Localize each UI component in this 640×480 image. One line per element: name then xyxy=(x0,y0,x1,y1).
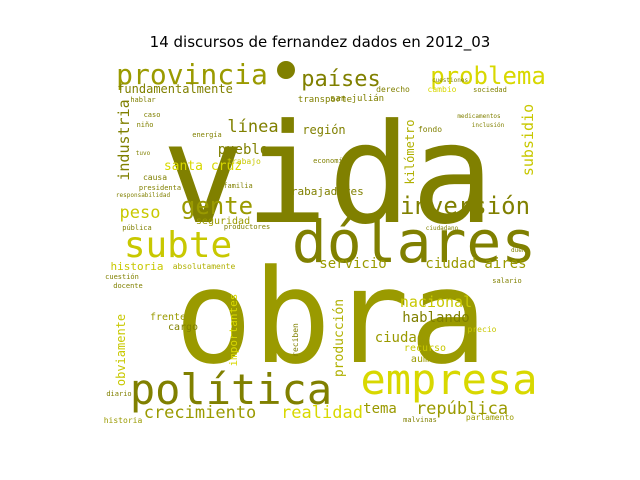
word-nacional: nacional xyxy=(400,293,472,311)
word-cambio: cambio xyxy=(428,85,457,94)
word-subsidio: subsidio xyxy=(519,104,537,176)
word-responsabilidad: responsabilidad xyxy=(116,192,171,199)
word-pueblo: pueblo xyxy=(218,142,269,158)
word-peso: peso xyxy=(120,203,161,223)
word-región: región xyxy=(302,123,345,137)
word-cuestión: cuestión xyxy=(105,273,139,281)
word-san-julián: san julián xyxy=(330,94,384,104)
word-niño: niño xyxy=(137,121,154,129)
word-diario: diario xyxy=(106,390,131,398)
word-productores: productores xyxy=(224,223,270,231)
word-frente: frente xyxy=(150,312,186,323)
word-salario: salario xyxy=(492,277,522,285)
word-problema: problema xyxy=(430,62,546,90)
word-empresa: empresa xyxy=(360,355,537,404)
word-recurso: recurso xyxy=(404,343,446,354)
word-dólares: dólares xyxy=(292,208,536,276)
word-fundamentalmente: fundamentalmente xyxy=(117,82,233,96)
word-transporte: transporte xyxy=(298,95,352,105)
word-política: política xyxy=(130,365,332,414)
word-caso: caso xyxy=(144,111,161,119)
word-reciben: reciben xyxy=(291,323,300,357)
word-cargo: cargo xyxy=(168,322,198,333)
word-derecho: derecho xyxy=(376,85,410,94)
word-kilómetro: kilómetro xyxy=(403,119,417,184)
word-producción: producción xyxy=(332,299,347,377)
word-república: república xyxy=(416,399,508,419)
word-fondo: fondo xyxy=(418,125,442,134)
word-obviamente: obviamente xyxy=(114,314,128,386)
word-presidenta: presidenta xyxy=(139,184,181,192)
word-cuestiones: cuestiones xyxy=(432,77,469,84)
word-trabajadores: trabajadores xyxy=(284,185,363,198)
word-inclusión: inclusión xyxy=(472,122,505,129)
word-hablar: hablar xyxy=(130,96,155,104)
word-economía: economía xyxy=(313,157,347,165)
word-energía: energía xyxy=(192,131,222,139)
word-parlamento: parlamento xyxy=(466,413,514,422)
word-pública: pública xyxy=(122,224,152,232)
word-precio: precio xyxy=(468,325,497,334)
decorative-dot xyxy=(277,61,295,79)
word-línea: línea xyxy=(227,117,278,137)
word-inversión: inversión xyxy=(400,192,530,220)
word-familia: familia xyxy=(223,182,253,190)
word-obra: obra xyxy=(174,241,487,393)
word-absolutamente: absolutamente xyxy=(173,262,236,271)
word-sociedad: sociedad xyxy=(473,86,507,94)
word-ciudad-aires: ciudad aires xyxy=(425,256,526,272)
chart-title: 14 discursos de fernandez dados en 2012_… xyxy=(149,33,491,51)
word-servicio: servicio xyxy=(319,256,386,272)
word-medicamentos: medicamentos xyxy=(457,113,501,120)
word-industria: industria xyxy=(115,99,133,180)
word-hablando: hablando xyxy=(402,310,469,326)
word-docente: docente xyxy=(113,282,143,290)
word-malvinas: malvinas xyxy=(403,416,437,424)
word-santa-cruz: santa cruz xyxy=(164,159,242,174)
word-seguridad: seguridad xyxy=(196,216,250,227)
word-realidad: realidad xyxy=(281,403,363,423)
word-crecimiento: crecimiento xyxy=(144,403,257,423)
word-historia: historia xyxy=(111,260,164,273)
word-provincia: provincia xyxy=(116,58,268,91)
word-países: países xyxy=(301,67,380,92)
word-ciudad: ciudad xyxy=(375,330,426,346)
word-dueño: dueño xyxy=(511,247,529,254)
word-tema: tema xyxy=(363,401,397,417)
word-importantes: importantes xyxy=(227,294,240,367)
word-historia: historia xyxy=(104,416,143,425)
word-trabajo: trabajo xyxy=(227,157,261,166)
word-tuvo: tuvo xyxy=(136,150,151,157)
word-gente: gente xyxy=(181,192,253,220)
word-ciudadano: ciudadano xyxy=(426,225,459,232)
word-vida: vida xyxy=(162,94,494,255)
word-subte: subte xyxy=(124,225,232,266)
word-causa: causa xyxy=(143,173,167,182)
word-aumento: aumento xyxy=(411,354,453,365)
